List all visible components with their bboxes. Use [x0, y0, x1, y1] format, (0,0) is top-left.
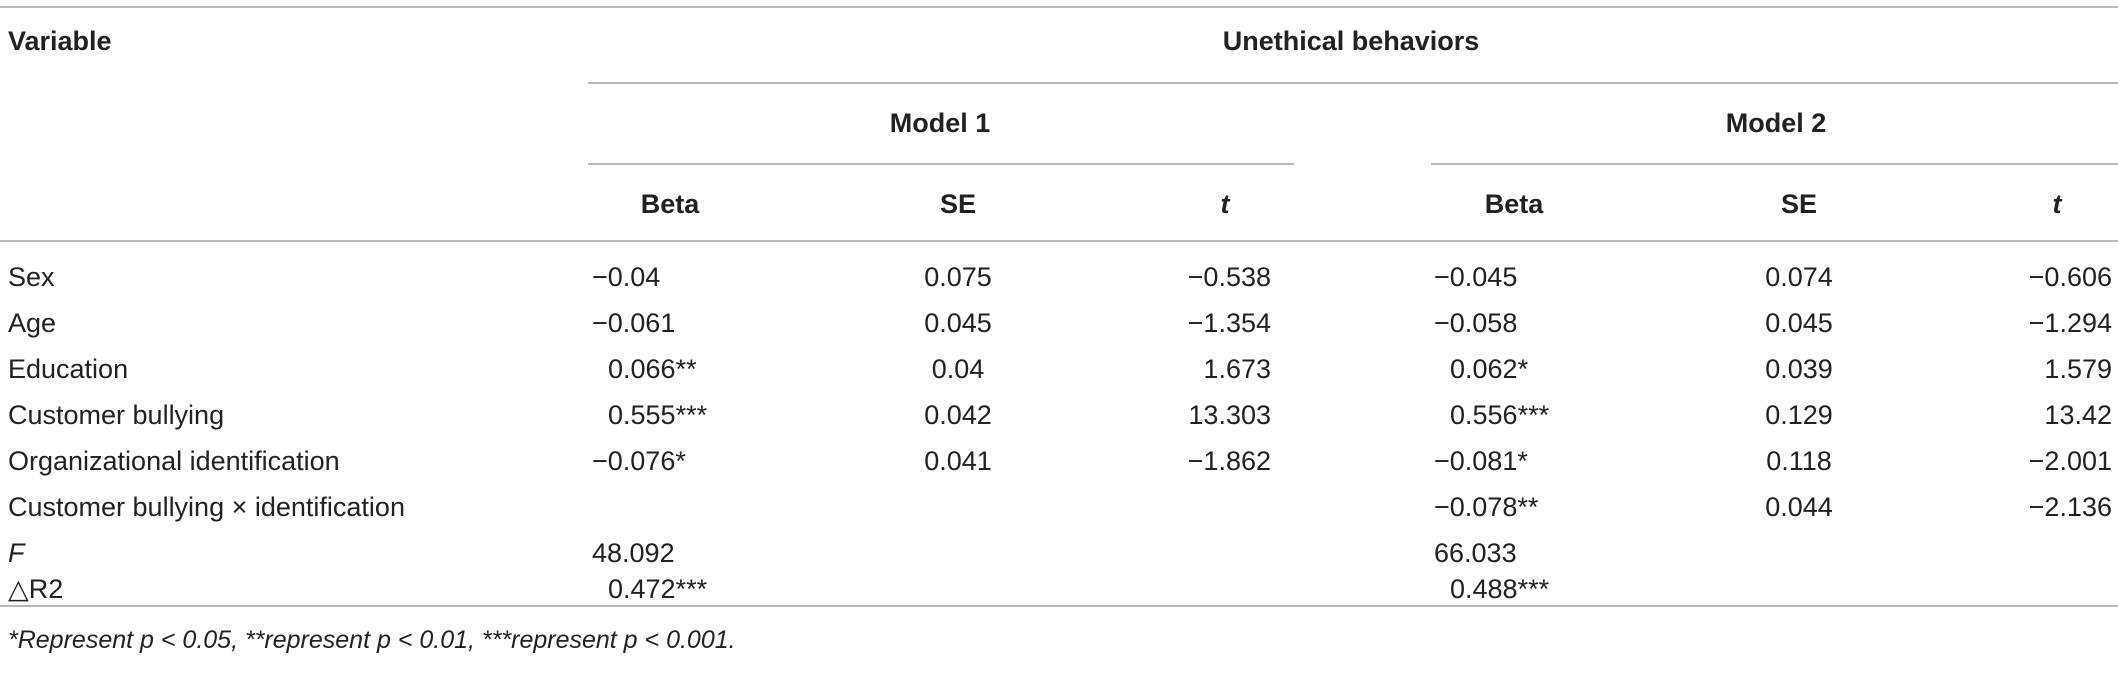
- model2-underline: [1431, 163, 2118, 165]
- dependent-underline: [588, 82, 2118, 84]
- col-beta-model1: Beta: [640, 189, 700, 219]
- model2-delta-r2: 0.488***: [1450, 574, 1550, 604]
- row-label: F: [8, 538, 25, 568]
- model1-t: −0.538: [1187, 262, 1271, 292]
- model2-t: 13.42: [2044, 400, 2112, 430]
- model1-beta: −0.076*: [592, 446, 686, 476]
- model1-beta: −0.061: [592, 308, 676, 338]
- model2-se: 0.074: [1765, 262, 1833, 292]
- model2-beta: −0.045: [1434, 262, 1518, 292]
- model2-t: −2.001: [2028, 446, 2112, 476]
- model1-beta: −0.04: [592, 262, 661, 292]
- top-rule: [0, 6, 2118, 8]
- model1-se: 0.042: [924, 400, 992, 430]
- row-label: Organizational identification: [8, 446, 340, 476]
- model2-t: −1.294: [2028, 308, 2112, 338]
- model1-t: −1.354: [1187, 308, 1271, 338]
- col-se-model2: SE: [1780, 189, 1818, 219]
- model1-t: 13.303: [1188, 400, 1271, 430]
- model2-t: −0.606: [2028, 262, 2112, 292]
- row-label: △R2: [8, 574, 64, 604]
- model1-t: 1.673: [1203, 354, 1271, 384]
- model1-header: Model 1: [889, 108, 991, 138]
- model1-delta-r2: 0.472***: [608, 574, 708, 604]
- col-t-model1: t: [1220, 189, 1230, 219]
- model1-se: 0.041: [924, 446, 992, 476]
- model2-t: −2.136: [2028, 492, 2112, 522]
- model1-se: 0.04: [931, 354, 985, 384]
- model2-beta: 0.556***: [1450, 400, 1550, 430]
- row-label: Education: [8, 354, 129, 384]
- model1-t: −1.862: [1187, 446, 1271, 476]
- header-bottom-rule: [0, 240, 2118, 242]
- row-label: Age: [8, 308, 57, 338]
- model2-t: 1.579: [2044, 354, 2112, 384]
- table-bottom-rule: [0, 605, 2118, 607]
- model1-beta: 0.555***: [608, 400, 708, 430]
- model2-beta: −0.078**: [1434, 492, 1539, 522]
- col-beta-model2: Beta: [1484, 189, 1544, 219]
- model1-f-value: 48.092: [592, 538, 675, 568]
- model1-se: 0.075: [924, 262, 992, 292]
- row-label: Customer bullying: [8, 400, 225, 430]
- model2-f-value: 66.033: [1434, 538, 1517, 568]
- model2-beta: −0.081*: [1434, 446, 1528, 476]
- model2-beta: 0.062*: [1450, 354, 1529, 384]
- model2-header: Model 2: [1725, 108, 1827, 138]
- dependent-variable-header: Unethical behaviors: [1222, 26, 1480, 56]
- model2-beta: −0.058: [1434, 308, 1518, 338]
- model2-se: 0.129: [1765, 400, 1833, 430]
- model1-beta: 0.066**: [608, 354, 697, 384]
- model1-underline: [588, 163, 1294, 165]
- table-footnote: *Represent p < 0.05, **represent p < 0.0…: [8, 626, 736, 654]
- col-t-model2: t: [2052, 189, 2062, 219]
- model2-se: 0.045: [1765, 308, 1833, 338]
- model2-se: 0.039: [1765, 354, 1833, 384]
- row-label: Sex: [8, 262, 55, 292]
- col-se-model1: SE: [939, 189, 977, 219]
- variable-header: Variable: [8, 26, 112, 56]
- model2-se: 0.118: [1766, 446, 1832, 476]
- model2-se: 0.044: [1765, 492, 1833, 522]
- row-label: Customer bullying × identification: [8, 492, 405, 522]
- model1-se: 0.045: [924, 308, 992, 338]
